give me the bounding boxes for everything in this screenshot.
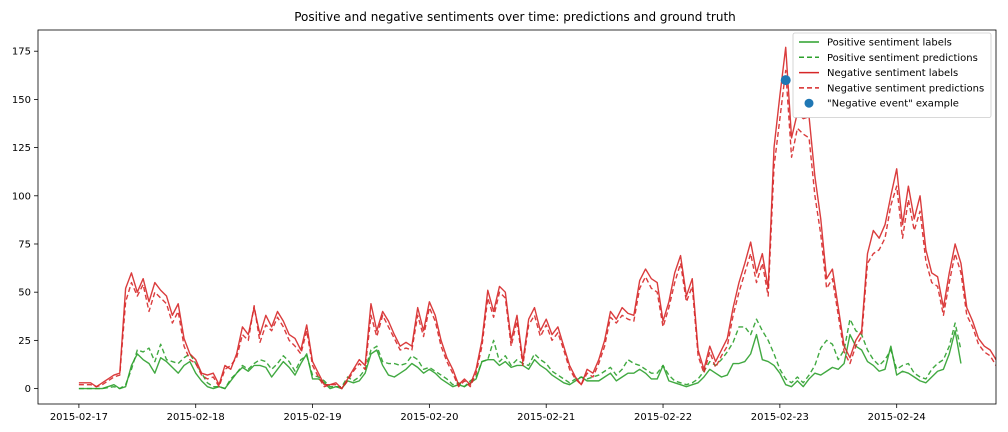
legend-label-2: Negative sentiment labels (827, 68, 958, 79)
x-tick-label-7: 2015-02-24 (868, 412, 926, 423)
series-line-1 (78, 318, 962, 390)
y-tick-label-5: 125 (12, 143, 31, 154)
y-tick-label-7: 175 (12, 47, 31, 58)
x-tick-label-2: 2015-02-19 (283, 412, 341, 423)
legend-label-3: Negative sentiment predictions (827, 83, 984, 94)
series-line-2 (78, 46, 996, 390)
legend: Positive sentiment labels Positive sentim… (792, 32, 992, 118)
y-tick-label-2: 50 (18, 288, 31, 299)
legend-label-4: "Negative event" example (827, 99, 959, 110)
plot-frame (37, 29, 997, 405)
x-tick-label-1: 2015-02-18 (167, 412, 225, 423)
y-tick-label-3: 75 (18, 239, 31, 250)
x-tick-label-6: 2015-02-23 (751, 412, 809, 423)
chart-title: Positive and negative sentiments over ti… (294, 10, 736, 24)
x-tick-label-0: 2015-02-17 (50, 412, 108, 423)
series-line-0 (78, 330, 962, 390)
scatter-point-0 (780, 75, 791, 86)
y-tick-label-6: 150 (12, 95, 31, 106)
y-tick-label-4: 100 (12, 191, 31, 202)
plot-area (78, 46, 996, 390)
series-line-3 (78, 69, 996, 390)
x-tick-label-4: 2015-02-21 (517, 412, 575, 423)
y-tick-label-1: 25 (18, 336, 31, 347)
legend-label-0: Positive sentiment labels (827, 38, 952, 49)
y-axis: 0 25 50 75 100 125 150 175 (12, 47, 38, 395)
y-tick-label-0: 0 (25, 384, 31, 395)
legend-label-1: Positive sentiment predictions (827, 53, 978, 64)
x-axis: 2015-02-17 2015-02-18 2015-02-19 2015-02-20… (50, 404, 926, 423)
legend-swatch-4 (804, 98, 814, 108)
x-tick-label-5: 2015-02-22 (634, 412, 692, 423)
x-tick-label-3: 2015-02-20 (400, 412, 458, 423)
legend-box (792, 32, 992, 118)
